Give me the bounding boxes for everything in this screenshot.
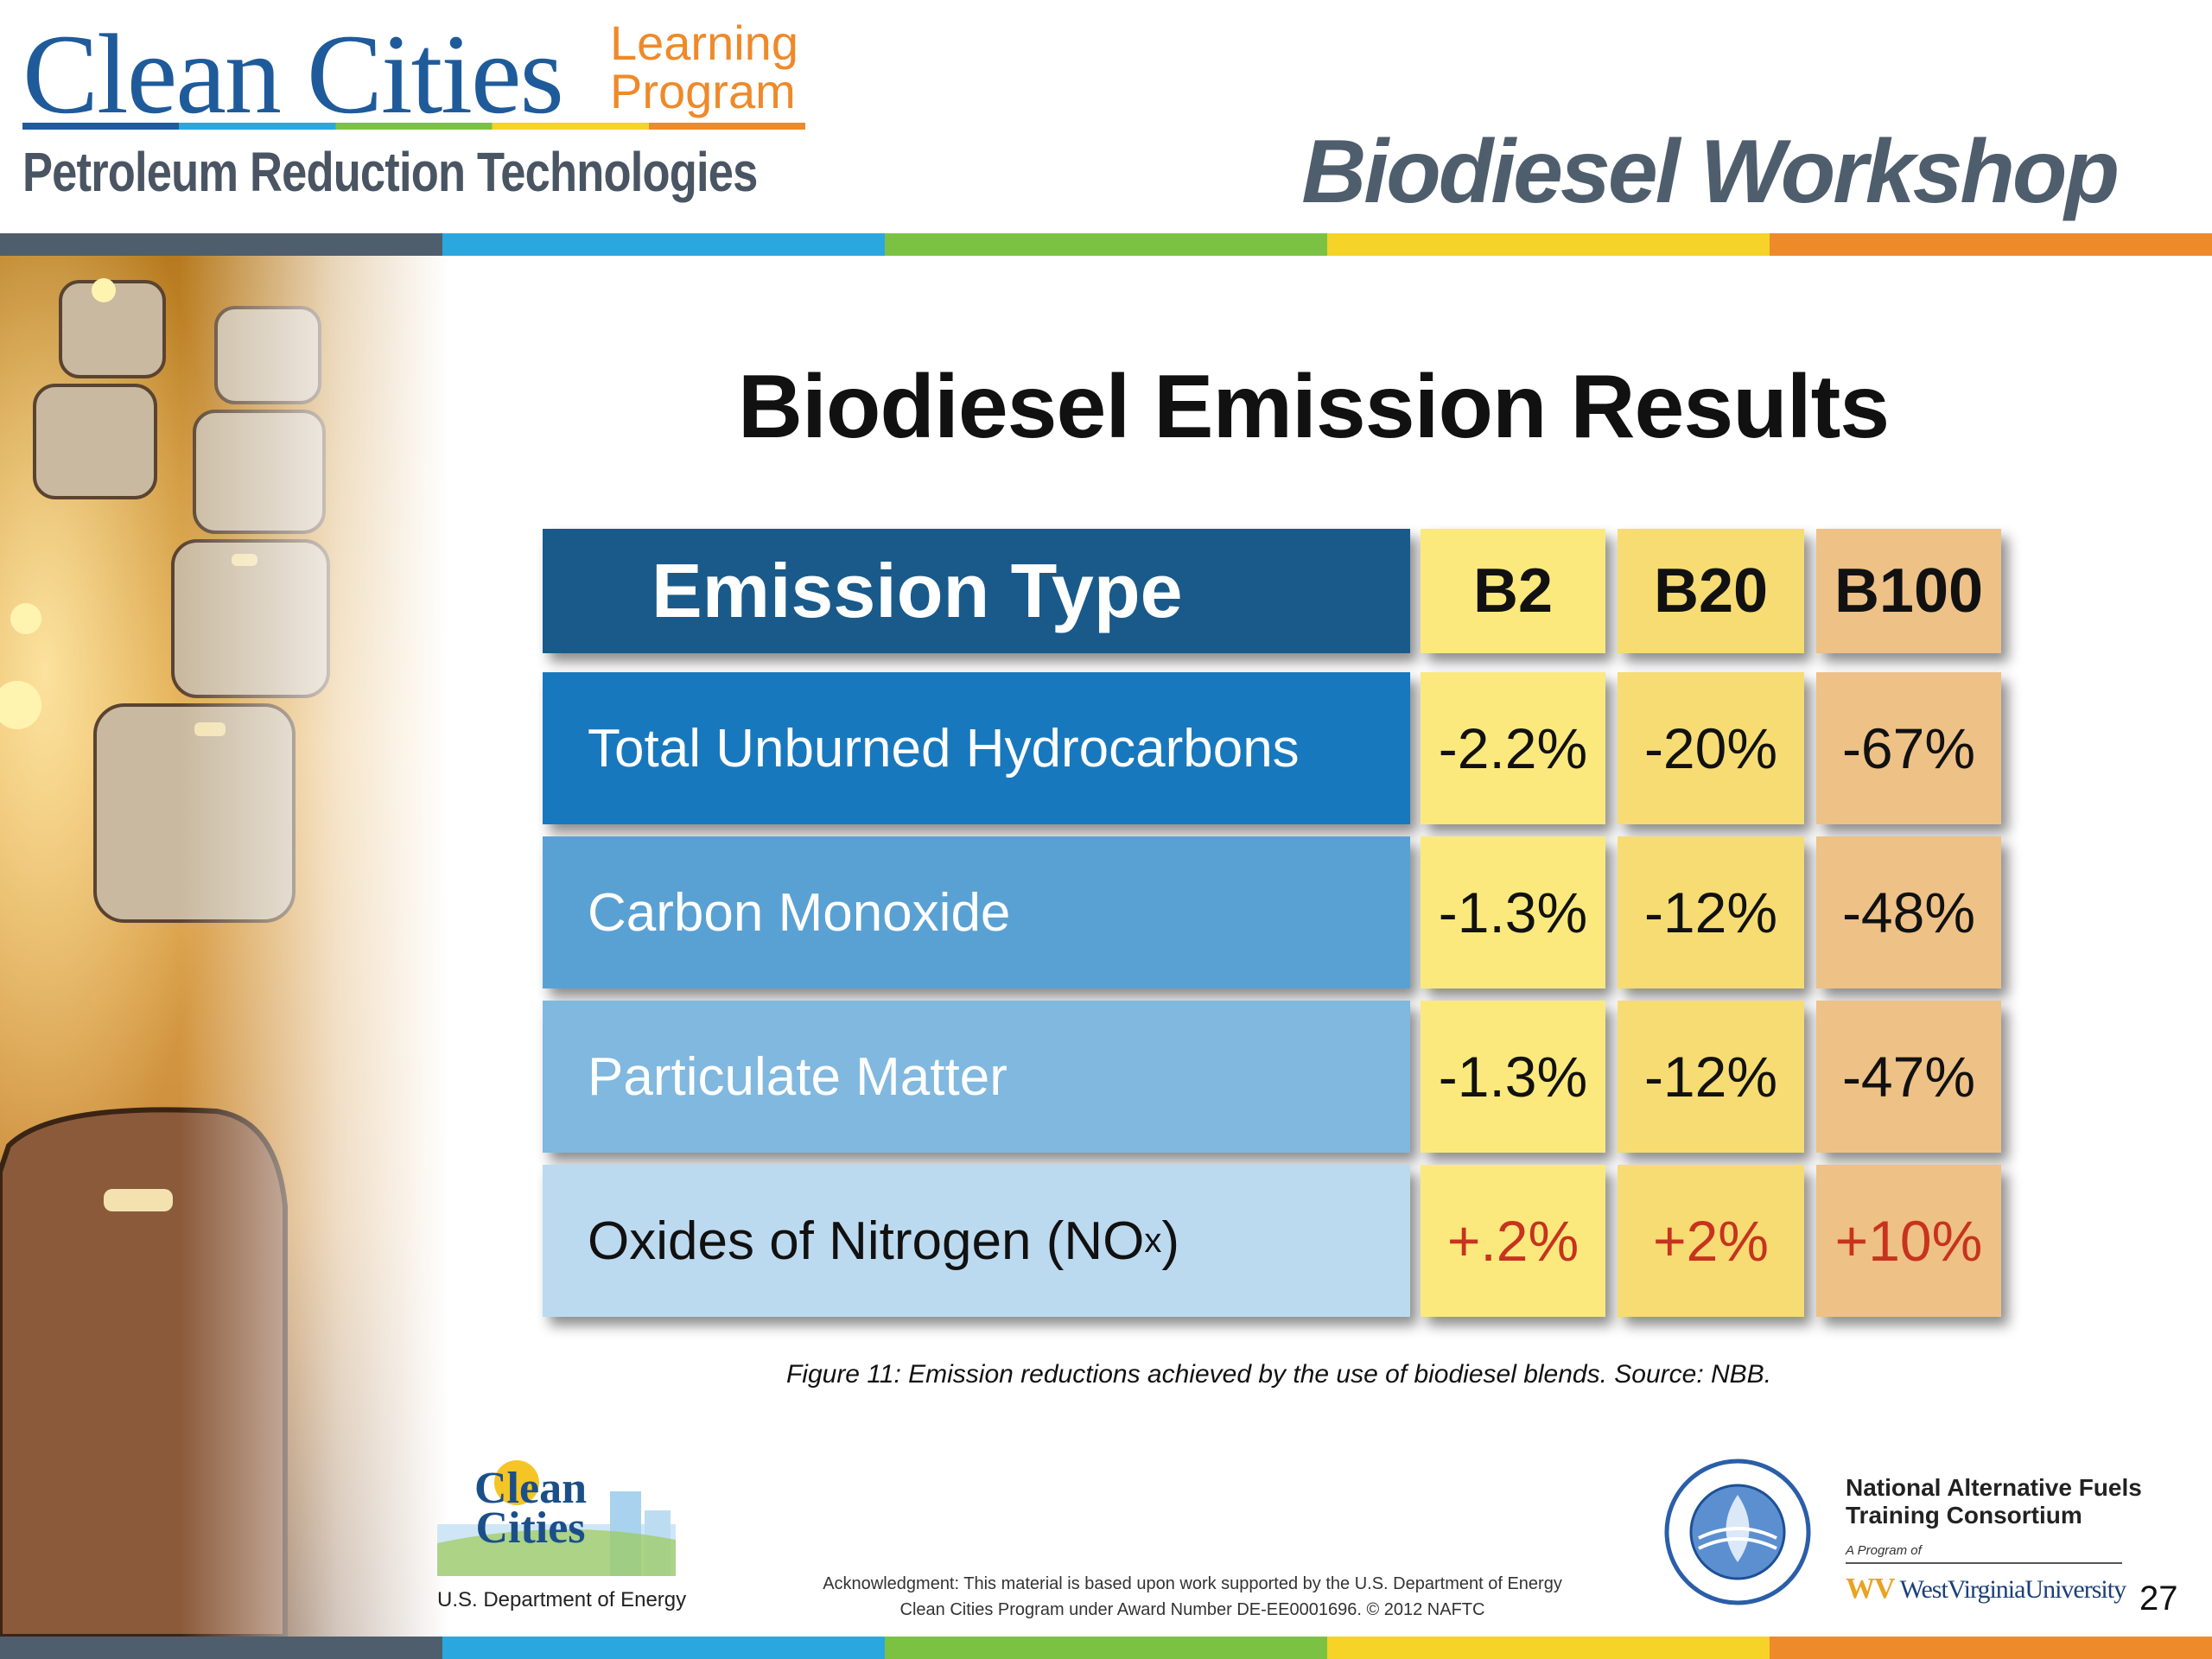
column-header-b100: B100 [1816,529,2001,653]
wv-mark-icon: WV [1846,1573,1896,1605]
value-hydrocarbons-b2: -2.2% [1421,672,1605,824]
program-of-label: A Program of [1846,1543,1922,1558]
wvu-logo: WV WestVirginiaUniversity [1846,1573,2126,1605]
value-particulate-b20: -12% [1618,1001,1804,1153]
header-subtitle: Petroleum Reduction Technologies [22,141,758,203]
cc-logo-cities: Cities [475,1503,586,1553]
value-nox-b100: +10% [1816,1165,2001,1317]
row-label-hydrocarbons: Total Unburned Hydrocarbons [543,672,1410,824]
slide-title: Biodiesel Emission Results [737,357,1890,457]
taxi-traffic-photo [0,256,449,1637]
bottom-color-stripe [0,1637,2212,1659]
header-color-bar [22,123,805,130]
nox-label-main: Oxides of Nitrogen (NO [588,1211,1145,1271]
acknowledgment-line-1: Acknowledgment: This material is based u… [823,1574,1562,1593]
value-carbon-monoxide-b20: -12% [1618,836,1804,988]
naftc-name-line-2: Training Consortium [1846,1502,2082,1529]
naftc-name-line-1: National Alternative Fuels [1846,1474,2142,1501]
column-header-b2: B2 [1421,529,1605,653]
doe-label: U.S. Department of Energy [437,1588,687,1611]
page-number: 27 [2139,1580,2178,1618]
nox-label-end: ) [1161,1211,1179,1271]
clean-cities-logo: Clean Cities [437,1457,676,1576]
naftc-seal-logo [1664,1459,1811,1605]
cc-logo-clean: Clean [474,1464,587,1513]
workshop-title: Biodiesel Workshop [1301,122,2120,222]
value-nox-b20: +2% [1618,1165,1804,1317]
acknowledgment-line-2: Clean Cities Program under Award Number … [899,1600,1485,1619]
value-particulate-b2: -1.3% [1421,1001,1605,1153]
naftc-name: National Alternative Fuels Training Cons… [1846,1474,2142,1529]
naftc-divider [1846,1562,2122,1564]
value-particulate-b100: -47% [1816,1001,2001,1153]
learning-word: Learning [610,16,798,70]
row-label-nitrogen-oxides: Oxides of Nitrogen (NO x) [543,1165,1410,1317]
value-hydrocarbons-b20: -20% [1618,672,1804,824]
figure-caption: Figure 11: Emission reductions achieved … [785,1360,1772,1389]
learning-program-label: Learning Program [610,19,798,116]
wvu-name: WestVirginiaUniversity [1899,1575,2127,1604]
value-carbon-monoxide-b2: -1.3% [1421,836,1605,988]
emission-type-header: Emission Type [543,529,1410,653]
value-carbon-monoxide-b100: -48% [1816,836,2001,988]
row-label-carbon-monoxide: Carbon Monoxide [543,836,1410,988]
top-color-stripe [0,233,2212,256]
photo-white-fade [0,256,449,1637]
nox-subscript: x [1144,1221,1162,1260]
acknowledgment-text: Acknowledgment: This material is based u… [795,1571,1590,1623]
value-hydrocarbons-b100: -67% [1816,672,2001,824]
column-header-b20: B20 [1618,529,1804,653]
value-nox-b2: +.2% [1421,1165,1605,1317]
clean-cities-wordmark: Clean Cities [22,10,564,137]
row-label-particulate-matter: Particulate Matter [543,1001,1410,1153]
program-word: Program [610,64,796,118]
